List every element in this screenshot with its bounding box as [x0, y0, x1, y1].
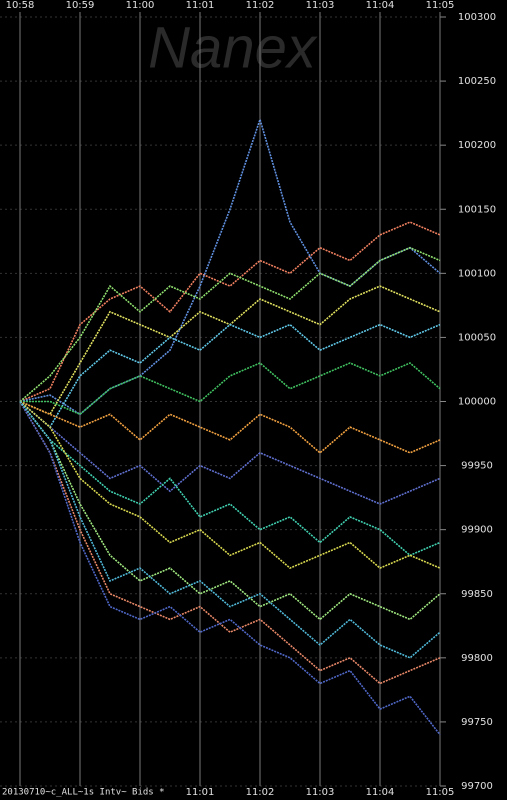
series-line	[19, 401, 441, 557]
y-tick-label: 100200	[458, 140, 496, 151]
x-tick-label: 11:04	[366, 0, 395, 11]
series-line	[20, 362, 441, 416]
series-line	[19, 401, 441, 685]
series-line	[19, 401, 441, 736]
series-line	[19, 246, 441, 403]
y-tick-label: 99750	[461, 717, 493, 728]
footer: 20130710~c_ALL~1s Intv~ Bids *	[2, 788, 165, 798]
x-tick-label: 10:59	[66, 0, 95, 11]
y-tick-label: 100050	[458, 332, 496, 343]
series-line	[19, 400, 441, 454]
x-tick-label: 11:01	[186, 0, 215, 11]
y-tick-label: 100000	[458, 397, 496, 408]
series-line	[19, 400, 441, 570]
y-tick-label: 99850	[461, 589, 493, 600]
y-tick-label: 100150	[458, 204, 496, 215]
x-tick-label-bottom: 11:03	[306, 787, 335, 798]
y-tick-label: 99950	[461, 461, 493, 472]
y-tick-label: 100100	[458, 268, 496, 279]
watermark: Nanex	[148, 15, 318, 80]
x-tick-label-bottom: 11:04	[366, 787, 395, 798]
x-tick-label-bottom: 11:05	[426, 787, 455, 798]
x-tick-label-bottom: 11:01	[186, 787, 215, 798]
y-tick-label: 100250	[458, 76, 496, 87]
series-line	[19, 323, 441, 429]
y-tick-label: 99900	[461, 525, 493, 536]
y-tick-label: 99800	[461, 653, 493, 664]
x-tick-label: 11:02	[246, 0, 275, 11]
x-tick-label: 11:05	[426, 0, 455, 11]
x-tick-label-bottom: 11:02	[246, 787, 275, 798]
series-line	[19, 401, 441, 659]
x-tick-label: 11:00	[126, 0, 155, 11]
series-line	[19, 400, 441, 505]
x-tick-label: 11:03	[306, 0, 335, 11]
y-tick-label: 100300	[458, 12, 496, 23]
y-tick-label: 99700	[461, 781, 493, 792]
series-line	[19, 221, 441, 403]
series-line	[19, 401, 441, 621]
x-tick-label: 10:58	[6, 0, 35, 11]
